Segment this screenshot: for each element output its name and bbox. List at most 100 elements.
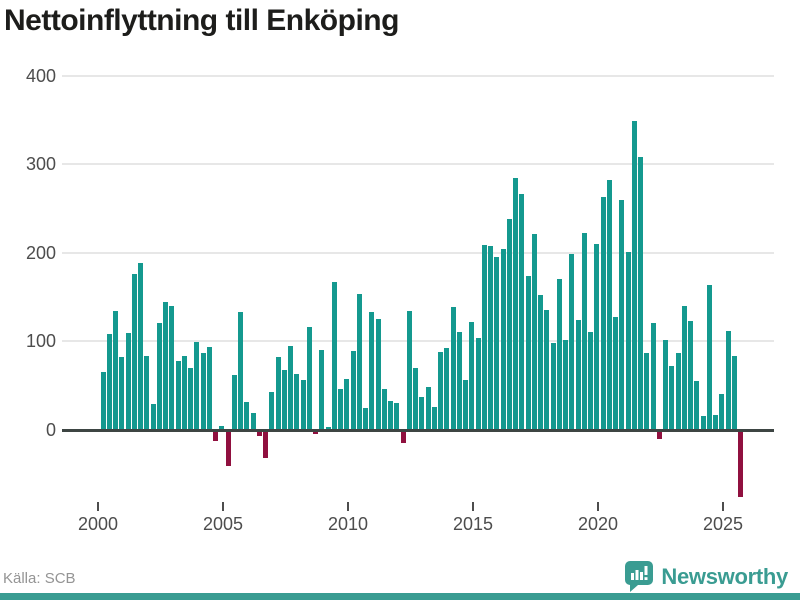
bottom-accent-strip	[0, 593, 800, 600]
bar	[231, 375, 237, 430]
bar	[581, 233, 587, 430]
bar	[113, 311, 119, 430]
bar	[488, 245, 494, 430]
bar	[413, 367, 419, 430]
bar	[588, 331, 594, 430]
bar	[225, 431, 231, 467]
bar	[219, 425, 225, 430]
bar	[119, 357, 125, 430]
bar	[250, 413, 256, 430]
bar	[175, 360, 181, 430]
bar	[344, 378, 350, 430]
bar	[394, 403, 400, 430]
bar	[275, 357, 281, 430]
bar	[406, 311, 412, 430]
bar	[631, 120, 637, 430]
x-axis-label: 2020	[577, 514, 619, 534]
brand-name: Newsworthy	[661, 564, 788, 589]
x-axis-label: 2010	[327, 514, 369, 534]
bar	[606, 180, 612, 430]
bar	[731, 355, 737, 430]
bar	[338, 389, 344, 430]
bar	[725, 330, 731, 430]
bar	[525, 275, 531, 430]
bar	[594, 243, 600, 430]
bar	[369, 312, 375, 430]
bar	[713, 414, 719, 430]
bar	[644, 352, 650, 430]
bar	[400, 431, 406, 443]
bar	[438, 352, 444, 430]
bar	[556, 279, 562, 430]
bar	[600, 196, 606, 430]
bar	[300, 380, 306, 430]
x-axis-label: 2025	[702, 514, 744, 534]
source-note: Källa: SCB	[3, 570, 76, 587]
bar	[425, 387, 431, 430]
bar	[356, 294, 362, 430]
bar	[700, 415, 706, 430]
bar	[494, 257, 500, 430]
bar	[694, 381, 700, 430]
bar	[650, 322, 656, 430]
bar	[200, 352, 206, 430]
bar	[188, 367, 194, 430]
bar	[681, 305, 687, 430]
bar	[294, 374, 300, 430]
x-axis-tick	[347, 502, 349, 511]
x-axis-label: 2005	[202, 514, 244, 534]
x-axis-label: 2015	[452, 514, 494, 534]
bar	[181, 355, 187, 430]
bar	[213, 431, 219, 441]
chart-title: Nettoinflyttning till Enköping	[4, 4, 399, 37]
x-axis-tick	[597, 502, 599, 511]
x-axis-label: 2000	[77, 514, 119, 534]
bar	[156, 322, 162, 430]
bar	[313, 431, 319, 434]
bar	[625, 251, 631, 430]
bar	[656, 431, 662, 439]
x-axis-tick	[722, 502, 724, 511]
bar	[306, 327, 312, 430]
bar	[363, 407, 369, 430]
bar	[500, 249, 506, 430]
bar	[613, 317, 619, 430]
x-axis-tick	[97, 502, 99, 511]
bar	[144, 355, 150, 430]
zero-axis-line	[62, 428, 774, 432]
bar	[456, 331, 462, 430]
bar	[244, 401, 250, 430]
y-axis-label: 400	[25, 65, 56, 86]
bar	[150, 404, 156, 430]
gridline-300	[62, 163, 774, 166]
bar	[388, 400, 394, 430]
bar	[544, 310, 550, 430]
bar	[281, 369, 287, 430]
bar	[375, 319, 381, 430]
bar	[563, 339, 569, 430]
bar	[288, 345, 294, 430]
bar	[463, 380, 469, 430]
newsworthy-logo-icon	[625, 561, 654, 593]
y-axis-label: 100	[25, 331, 56, 352]
bar	[419, 397, 425, 430]
bar	[575, 320, 581, 430]
bar	[669, 366, 675, 430]
bar	[238, 312, 244, 430]
bar	[469, 321, 475, 430]
gridline-100	[62, 340, 774, 343]
bar	[688, 321, 694, 430]
bar	[663, 339, 669, 430]
bar	[431, 406, 437, 430]
brand-footer: Newsworthy	[625, 561, 788, 593]
bar	[475, 337, 481, 430]
bar	[206, 346, 212, 430]
bar	[450, 306, 456, 430]
bar	[513, 178, 519, 430]
bar	[550, 343, 556, 430]
bar	[263, 431, 269, 458]
x-axis-tick	[472, 502, 474, 511]
bar	[675, 352, 681, 430]
bar	[719, 393, 725, 430]
